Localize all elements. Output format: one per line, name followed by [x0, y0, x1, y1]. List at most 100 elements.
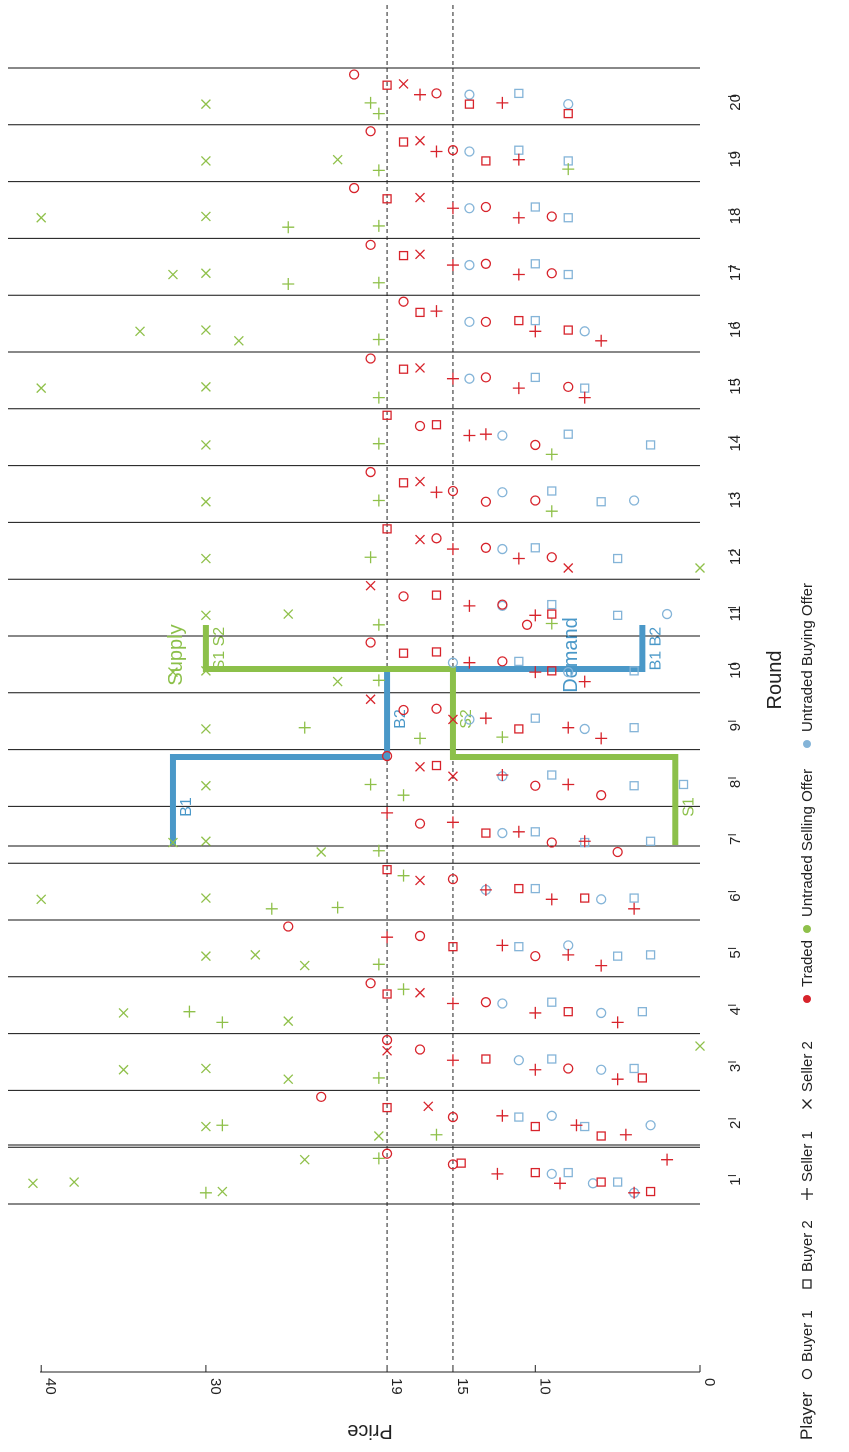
traded-point [480, 496, 492, 507]
traded-point [512, 552, 525, 565]
untraded-selling-offer [397, 789, 410, 802]
traded-point [398, 648, 409, 658]
traded-point [398, 137, 409, 147]
untraded-selling-offer [545, 448, 558, 461]
traded-point [530, 495, 541, 506]
traded-point [398, 296, 409, 307]
traded-point [496, 1109, 509, 1122]
untraded-selling-offer [332, 154, 343, 165]
traded-point [596, 1131, 606, 1141]
untraded-selling-offer [283, 1016, 294, 1027]
untraded-selling-offer [183, 1005, 196, 1018]
traded-point [382, 989, 392, 999]
legend-marker-circle [801, 1368, 813, 1380]
price-tick-label: 15 [454, 1378, 471, 1395]
traded-point [447, 771, 458, 782]
untraded-buying-offer [596, 894, 607, 905]
traded-point [480, 542, 492, 553]
traded-point [463, 429, 476, 442]
traded-point [283, 921, 294, 932]
round-19-points [200, 126, 575, 177]
round-tick-label: 19 [727, 151, 744, 168]
traded-point [430, 305, 443, 318]
traded-point [423, 1101, 434, 1112]
round-tick-label: 9 [727, 723, 744, 731]
untraded-buying-offer [628, 495, 640, 506]
traded-point [479, 712, 492, 725]
untraded-buying-offer [563, 666, 574, 678]
untraded-selling-offer [200, 893, 211, 904]
traded-point [365, 126, 376, 137]
traded-point [580, 893, 590, 903]
traded-point [415, 249, 425, 260]
traded-point [611, 1016, 624, 1029]
untraded-buying-offer [613, 553, 623, 564]
untraded-selling-offer [200, 1121, 211, 1132]
untraded-buying-offer [580, 1121, 590, 1132]
traded-point [563, 1063, 574, 1074]
untraded-selling-offer [200, 439, 211, 450]
untraded-buying-offer [514, 1112, 524, 1122]
untraded-selling-offer [265, 902, 278, 915]
traded-point [415, 761, 425, 772]
legend-player-label: Seller 2 [799, 1041, 816, 1092]
untraded-buying-offer [547, 770, 557, 780]
traded-point [447, 145, 459, 156]
traded-point [530, 439, 541, 451]
untraded-buying-offer [547, 599, 557, 610]
traded-point [382, 865, 392, 875]
price-tick-label: 40 [42, 1378, 59, 1395]
untraded-selling-offer [545, 617, 558, 630]
traded-point [431, 420, 442, 430]
round-tick-label: 18 [727, 208, 744, 225]
supply-curve [202, 625, 679, 845]
traded-point [415, 476, 425, 487]
untraded-buying-offer [530, 827, 540, 837]
untraded-selling-offer [372, 164, 385, 177]
traded-point [365, 637, 376, 648]
round-tick-label: 15 [727, 378, 744, 395]
label-b1: B1 [178, 797, 195, 817]
untraded-selling-offer [372, 494, 385, 507]
traded-point [316, 1091, 327, 1103]
untraded-buying-offer [579, 723, 590, 735]
traded-point [446, 543, 459, 556]
untraded-selling-offer [36, 894, 47, 905]
untraded-buying-offer [497, 543, 508, 555]
round-axis-title: Round [764, 651, 786, 710]
round-12-points [200, 524, 705, 573]
untraded-buying-offer [596, 1007, 607, 1019]
untraded-buying-offer [530, 372, 540, 383]
traded-point [563, 108, 573, 119]
untraded-selling-offer [200, 496, 211, 507]
untraded-selling-offer [200, 211, 211, 222]
traded-point [512, 382, 525, 395]
untraded-selling-offer [282, 221, 295, 234]
untraded-selling-offer [299, 1154, 310, 1165]
untraded-selling-offer [364, 96, 377, 109]
untraded-selling-offer [496, 731, 509, 744]
data-points [28, 69, 705, 1199]
untraded-selling-offer [200, 381, 211, 392]
untraded-buying-offer [547, 1054, 557, 1064]
untraded-buying-offer [563, 1167, 573, 1178]
untraded-buying-offer [464, 373, 475, 384]
traded-point [398, 78, 409, 89]
untraded-buying-offer [514, 145, 524, 155]
traded-point [382, 524, 392, 534]
traded-point [512, 268, 525, 281]
traded-point [547, 609, 557, 619]
traded-point [628, 1186, 641, 1199]
traded-point [415, 135, 425, 146]
untraded-selling-offer [200, 1063, 211, 1074]
traded-point [464, 99, 475, 109]
traded-point [456, 1158, 466, 1168]
traded-point [529, 325, 542, 338]
traded-point [480, 997, 492, 1008]
untraded-selling-offer [298, 721, 311, 734]
legend-status-label: Traded [799, 940, 816, 987]
demand-curve [169, 625, 646, 845]
traded-point [381, 806, 394, 819]
untraded-selling-offer [372, 276, 385, 289]
traded-point [563, 1007, 573, 1017]
